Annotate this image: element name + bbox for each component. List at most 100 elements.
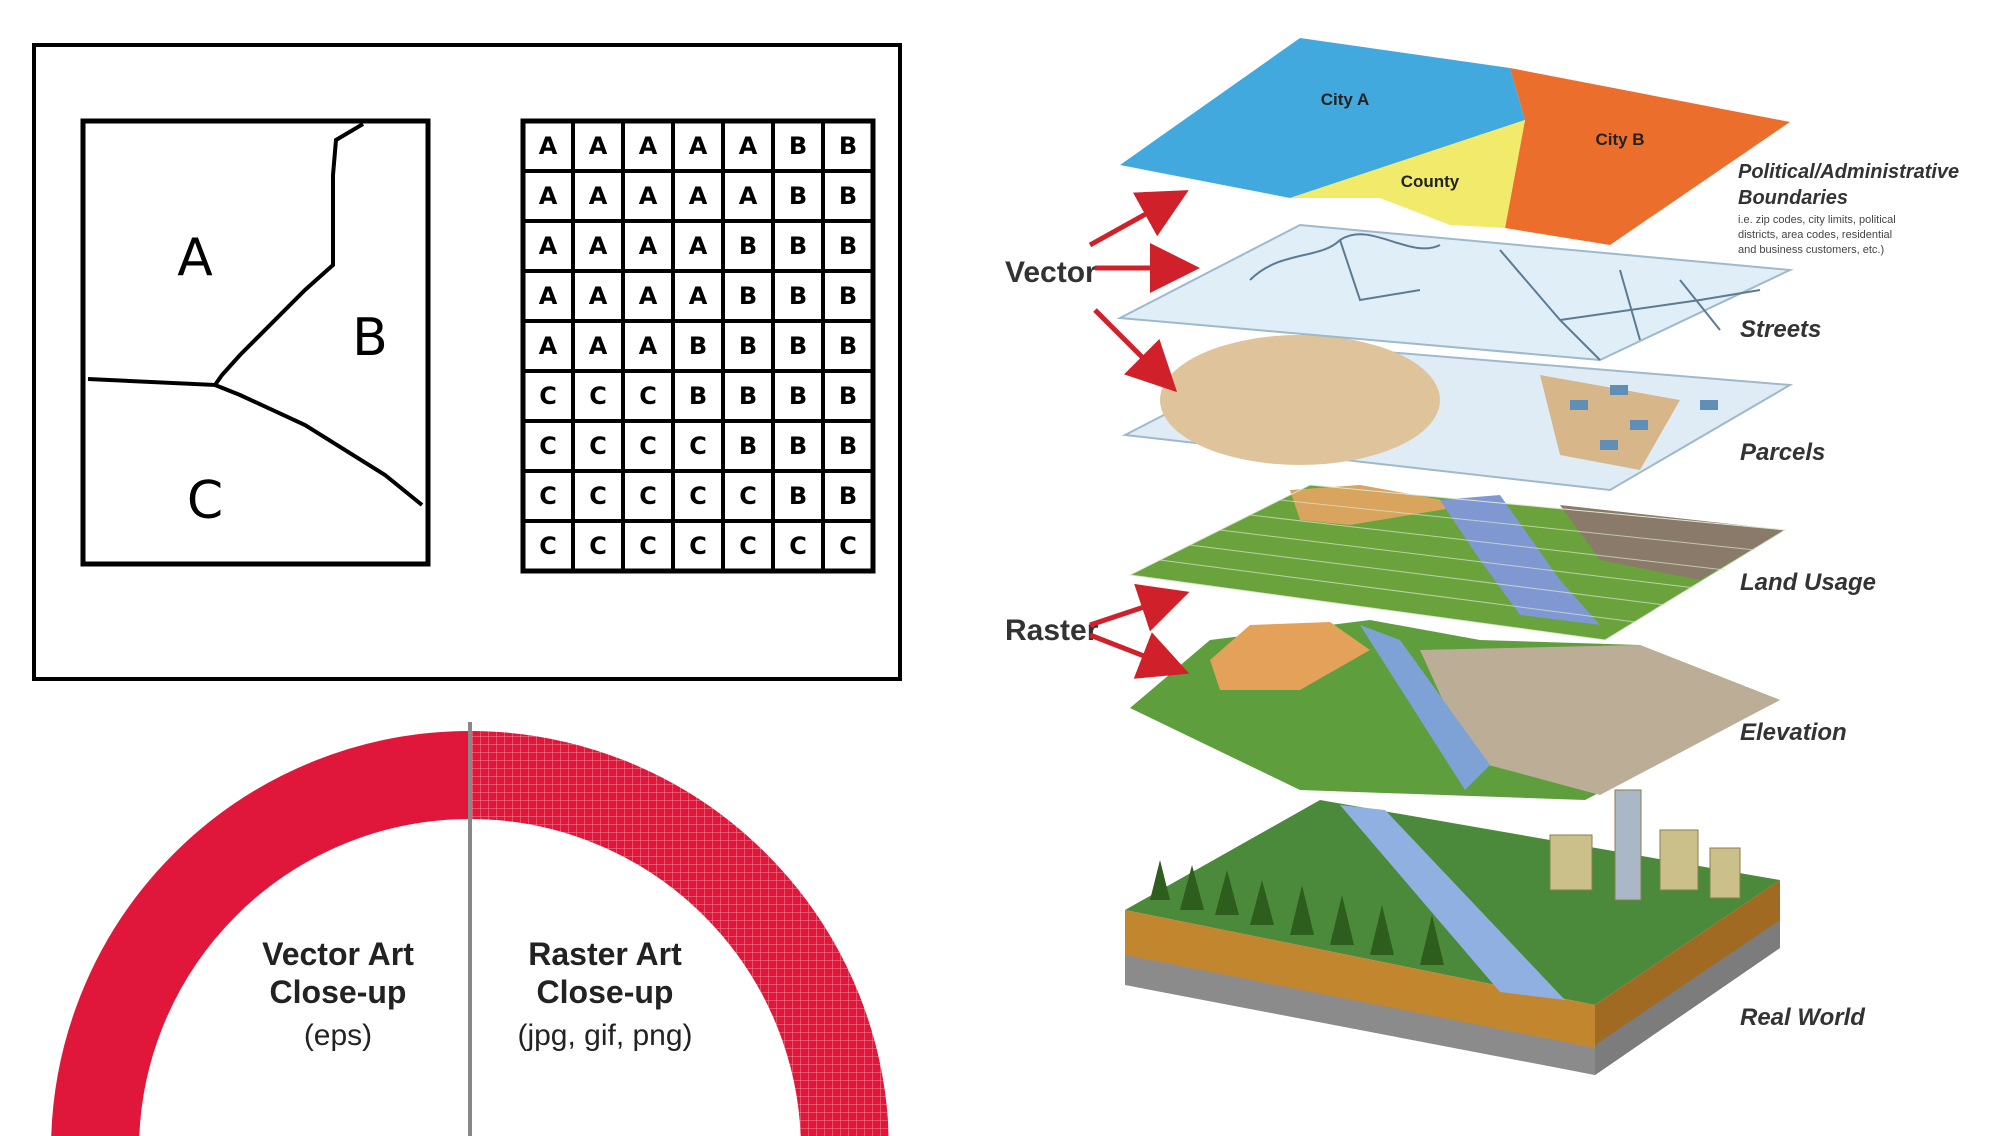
raster-cell-label: B <box>839 232 857 260</box>
raster-cell-label: A <box>639 282 658 310</box>
city-b-label: City B <box>1595 130 1644 149</box>
raster-cell-label: A <box>539 332 558 360</box>
city-a-region <box>1120 38 1525 198</box>
raster-cell-label: C <box>639 482 657 510</box>
layer-land-usage: Land Usage <box>1128 484 1876 641</box>
vector-map: A B C <box>80 118 431 567</box>
raster-arrow <box>1089 632 1190 679</box>
layer-note-1: i.e. zip codes, city limits, political <box>1738 214 1896 226</box>
raster-cell-label: A <box>589 332 608 360</box>
layer-label-parcels: Parcels <box>1740 439 1825 466</box>
raster-cell-label: C <box>589 532 607 560</box>
raster-cell-label: B <box>789 132 807 160</box>
layer-label-real-world: Real World <box>1740 1004 1866 1031</box>
vector-arrow <box>1093 308 1178 393</box>
layer-political-boundaries: City A City B County Political/Administr… <box>1120 38 1959 256</box>
raster-cell-label: C <box>589 482 607 510</box>
raster-cell-label: B <box>739 332 757 360</box>
county-region <box>1290 120 1525 228</box>
raster-cell <box>821 519 875 573</box>
raster-cell-label: A <box>539 282 558 310</box>
raster-art-title: Raster Art <box>528 936 682 972</box>
vector-label: Vector <box>1005 256 1097 289</box>
region-label-b: B <box>352 308 388 368</box>
raster-cell-label: B <box>739 232 757 260</box>
raster-cell-label: A <box>739 132 758 160</box>
raster-grid: A A A A A B BA A A A A B BA A A A B B BA A A A B B BA A A B B B BC C C B B… <box>520 118 876 574</box>
raster-art-title-2: Close-up <box>537 974 674 1010</box>
raster-cell-label: C <box>589 432 607 460</box>
raster-cell-label: B <box>839 432 857 460</box>
raster-cell-label: A <box>739 182 758 210</box>
raster-cell-label: B <box>739 432 757 460</box>
raster-cell-label: B <box>789 382 807 410</box>
closeup-diagram: Vector Art Close-up (eps) Raster Art Clo… <box>51 722 889 1136</box>
raster-arrow <box>1089 583 1190 632</box>
raster-cell-label: C <box>689 432 707 460</box>
raster-cell-label: B <box>839 482 857 510</box>
vector-map-frame <box>80 118 431 567</box>
raster-cell-label: C <box>839 532 857 560</box>
layer-note-3: and business customers, etc.) <box>1738 244 1884 256</box>
layer-streets: Streets <box>1116 223 1821 362</box>
layer-label-political: Political/Administrative <box>1738 161 1959 183</box>
raster-cell-label: A <box>539 182 558 210</box>
vector-arrow <box>1088 190 1189 248</box>
layer-elevation: Elevation <box>1130 620 1847 800</box>
raster-cell-label: B <box>689 382 707 410</box>
city-a-label: City A <box>1321 90 1370 109</box>
raster-cell-label: B <box>789 332 807 360</box>
raster-cell-label: A <box>589 282 608 310</box>
raster-cell-label: C <box>739 482 757 510</box>
raster-cell-label: A <box>539 232 558 260</box>
raster-cell-label: A <box>689 132 708 160</box>
raster-cell-label: A <box>689 182 708 210</box>
raster-cell-label: C <box>539 432 557 460</box>
raster-cell-label: B <box>739 382 757 410</box>
raster-cell-label: B <box>689 332 707 360</box>
layer-real-world: Real World <box>1125 789 1866 1075</box>
raster-cell-label: A <box>639 332 658 360</box>
raster-cell-label: C <box>689 482 707 510</box>
type-annotations: Vector Raster <box>1005 190 1200 679</box>
raster-cell-label: C <box>639 382 657 410</box>
layer-label-streets: Streets <box>1740 316 1821 343</box>
layer-parcels: Parcels <box>1121 335 1825 492</box>
raster-cell-label: A <box>589 132 608 160</box>
raster-cell-label: B <box>739 282 757 310</box>
gis-layer-stack: Real World Elevation Land Usage <box>1005 38 1959 1075</box>
vector-art-title-2: Close-up <box>270 974 407 1010</box>
county-label: County <box>1401 172 1460 191</box>
region-label-c: C <box>187 471 223 531</box>
raster-cell-label: B <box>789 432 807 460</box>
raster-cell-label: A <box>589 182 608 210</box>
raster-cell-label: C <box>639 532 657 560</box>
raster-cell-label: A <box>539 132 558 160</box>
layer-label-land-usage: Land Usage <box>1740 569 1876 596</box>
raster-cell-label: C <box>739 532 757 560</box>
vector-art-title: Vector Art <box>262 936 414 972</box>
layer-label-elevation: Elevation <box>1740 719 1847 746</box>
raster-cell-label: B <box>839 382 857 410</box>
layer-label-political-2: Boundaries <box>1738 187 1848 209</box>
raster-cell-label: B <box>839 282 857 310</box>
raster-cell-label: B <box>789 182 807 210</box>
raster-cell-label: B <box>789 482 807 510</box>
raster-cell-label: B <box>839 182 857 210</box>
raster-cell-label: C <box>539 532 557 560</box>
raster-cell-label: B <box>839 332 857 360</box>
raster-cell-label: B <box>839 132 857 160</box>
raster-cell-label: C <box>789 532 807 560</box>
boundary-line <box>214 383 424 507</box>
region-label-a: A <box>177 228 213 288</box>
raster-cell-label: A <box>639 182 658 210</box>
raster-cell-label: A <box>639 232 658 260</box>
raster-label: Raster <box>1005 614 1099 647</box>
raster-cell-label: C <box>539 382 557 410</box>
region-diagram: A B C A A A A A B BA A A A A B BA A A A B B BA A A A B B BA A A B B B… <box>32 43 902 681</box>
raster-cell-label: C <box>639 432 657 460</box>
layer-note-2: districts, area codes, residential <box>1738 229 1892 241</box>
raster-cell-label: C <box>589 382 607 410</box>
raster-cell-label: B <box>789 282 807 310</box>
